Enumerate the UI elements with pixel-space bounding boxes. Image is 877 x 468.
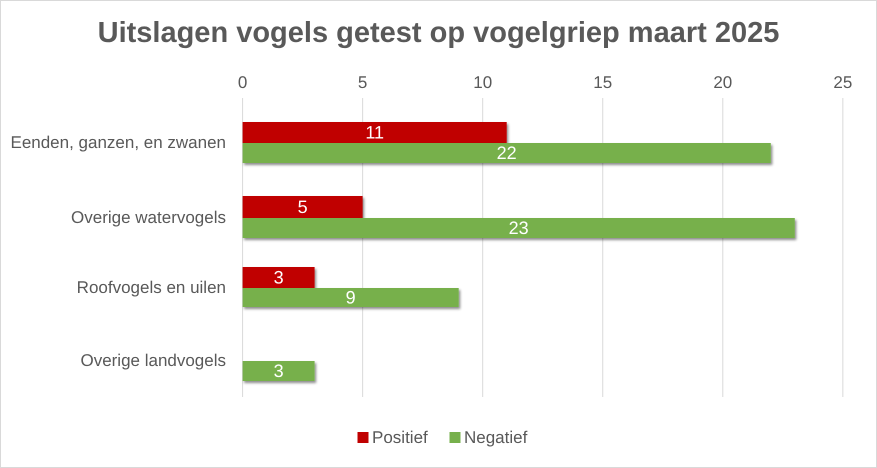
svg-text:Positief: Positief <box>372 428 428 447</box>
svg-text:23: 23 <box>509 218 529 238</box>
svg-text:15: 15 <box>593 73 612 92</box>
svg-text:25: 25 <box>833 73 852 92</box>
svg-text:22: 22 <box>497 143 517 163</box>
svg-text:3: 3 <box>274 268 284 288</box>
svg-text:5: 5 <box>298 197 308 217</box>
svg-text:0: 0 <box>238 73 247 92</box>
svg-text:20: 20 <box>713 73 732 92</box>
svg-text:Roofvogels en uilen: Roofvogels en uilen <box>77 278 226 297</box>
svg-text:9: 9 <box>346 288 356 308</box>
svg-text:10: 10 <box>473 73 492 92</box>
svg-text:11: 11 <box>365 123 384 143</box>
svg-text:3: 3 <box>274 361 284 381</box>
svg-text:Overige watervogels: Overige watervogels <box>71 208 226 227</box>
svg-text:5: 5 <box>358 73 367 92</box>
svg-text:Eenden, ganzen, en zwanen: Eenden, ganzen, en zwanen <box>10 133 226 152</box>
svg-text:Overige landvogels: Overige landvogels <box>80 351 226 370</box>
svg-text:Negatief: Negatief <box>464 428 528 447</box>
